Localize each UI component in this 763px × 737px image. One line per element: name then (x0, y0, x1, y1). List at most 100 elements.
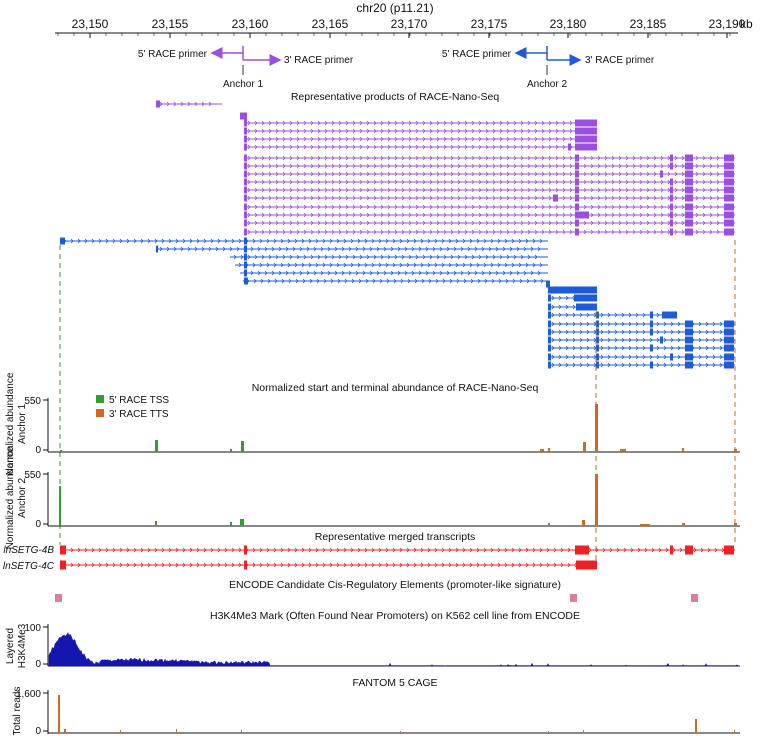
abundance-peak (548, 523, 550, 526)
strand-chevron (275, 128, 279, 134)
strand-chevron (317, 128, 321, 134)
strand-chevron (236, 246, 240, 252)
strand-chevron (520, 120, 524, 126)
strand-chevron (469, 562, 473, 568)
strand-chevron (422, 229, 426, 235)
strand-chevron (506, 220, 510, 226)
strand-chevron (635, 337, 639, 343)
strand-chevron (504, 547, 508, 553)
strand-chevron (436, 120, 440, 126)
strand-chevron (716, 163, 720, 169)
strand-chevron (303, 254, 307, 260)
strand-chevron (247, 155, 251, 161)
strand-chevron (399, 562, 403, 568)
strand-chevron (84, 238, 88, 244)
strand-chevron (345, 171, 349, 177)
strand-chevron (492, 144, 496, 150)
strand-chevron (275, 163, 279, 169)
strand-chevron (658, 547, 662, 553)
strand-chevron (698, 362, 702, 368)
strand-chevron (331, 120, 335, 126)
strand-chevron (161, 238, 165, 244)
strand-chevron (639, 212, 643, 218)
strand-chevron (331, 204, 335, 210)
strand-chevron (217, 238, 221, 244)
strand-chevron (443, 155, 447, 161)
strand-chevron (558, 295, 562, 301)
axis-tick-label: 23,175 (471, 17, 508, 31)
strand-chevron (434, 547, 438, 553)
strand-chevron (579, 354, 583, 360)
strand-chevron (611, 155, 615, 161)
strand-chevron (364, 262, 368, 268)
strand-chevron (338, 136, 342, 142)
strand-chevron (562, 204, 566, 210)
strand-chevron (394, 155, 398, 161)
abundance-peak (682, 448, 684, 452)
strand-chevron (457, 155, 461, 161)
strand-chevron (532, 547, 536, 553)
strand-chevron (681, 204, 685, 210)
abundance-legend: 5' RACE TSS 3' RACE TTS (96, 395, 169, 420)
strand-chevron (660, 229, 664, 235)
strand-chevron (154, 547, 158, 553)
strand-chevron (558, 354, 562, 360)
strand-chevron (432, 246, 436, 252)
strand-chevron (548, 229, 552, 235)
strand-chevron (637, 547, 641, 553)
exon-block (650, 344, 653, 352)
strand-chevron (387, 220, 391, 226)
strand-chevron (618, 212, 622, 218)
strand-chevron (499, 120, 503, 126)
strand-chevron (392, 238, 396, 244)
strand-chevron (254, 195, 258, 201)
strand-chevron (614, 312, 618, 318)
strand-chevron (268, 195, 272, 201)
strand-chevron (548, 171, 552, 177)
strand-chevron (604, 155, 608, 161)
strand-chevron (490, 562, 494, 568)
strand-chevron (518, 238, 522, 244)
strand-chevron (350, 547, 354, 553)
strand-chevron (310, 144, 314, 150)
strand-chevron (674, 179, 678, 185)
strand-chevron (338, 204, 342, 210)
strand-chevron (289, 171, 293, 177)
exon-block (548, 311, 551, 319)
strand-chevron (303, 171, 307, 177)
strand-chevron (546, 547, 550, 553)
strand-chevron (485, 179, 489, 185)
strand-chevron (315, 262, 319, 268)
strand-chevron (595, 547, 599, 553)
cage-panel: 1,600 0 (16, 689, 740, 737)
strand-chevron (394, 136, 398, 142)
strand-chevron (450, 212, 454, 218)
strand-chevron (653, 171, 657, 177)
strand-chevron (541, 220, 545, 226)
strand-chevron (590, 229, 594, 235)
axis-tick-label: 23,185 (630, 17, 667, 31)
strand-chevron (432, 270, 436, 276)
transcript-track (235, 261, 548, 269)
strand-chevron (483, 262, 487, 268)
strand-chevron (385, 262, 389, 268)
exon-block (724, 162, 734, 170)
strand-chevron (331, 229, 335, 235)
strand-chevron (366, 212, 370, 218)
transcript-track (240, 112, 247, 120)
strand-chevron (275, 179, 279, 185)
strand-chevron (506, 254, 510, 260)
strand-chevron (429, 179, 433, 185)
strand-chevron (663, 337, 667, 343)
strand-chevron (525, 262, 529, 268)
strand-chevron (196, 562, 200, 568)
abundance-peak (400, 731, 401, 733)
strand-chevron (345, 128, 349, 134)
strand-chevron (450, 179, 454, 185)
strand-chevron (345, 144, 349, 150)
strand-chevron (467, 246, 471, 252)
exon-block (670, 228, 673, 236)
strand-chevron (415, 212, 419, 218)
strand-chevron (336, 547, 340, 553)
strand-chevron (408, 254, 412, 260)
